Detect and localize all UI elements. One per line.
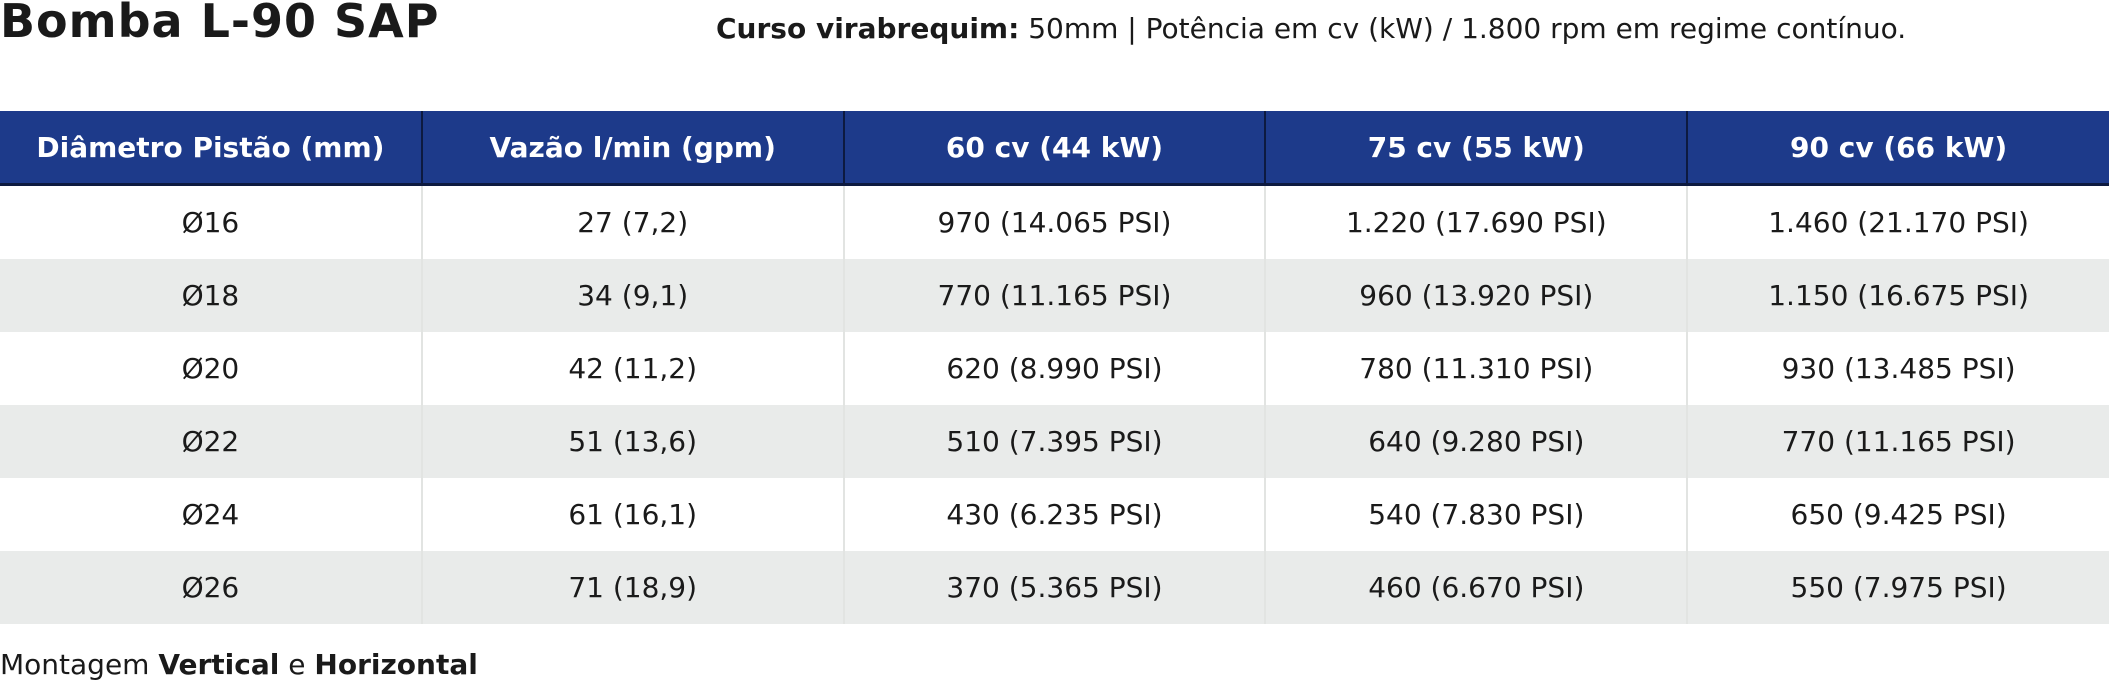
cell-flow: 42 (11,2)	[420, 332, 844, 405]
footer-prefix: Montagem	[0, 648, 159, 681]
table-row: Ø18 34 (9,1) 770 (11.165 PSI) 960 (13.92…	[0, 259, 2109, 332]
cell-pressure-90cv: 550 (7.975 PSI)	[1686, 551, 2109, 624]
header-piston-diameter: Diâmetro Pistão (mm)	[0, 111, 422, 186]
pump-spec-table: Diâmetro Pistão (mm) Vazão l/min (gpm) 6…	[0, 111, 2109, 624]
subtitle-label: Curso virabrequim:	[716, 12, 1020, 45]
cell-pressure-75cv: 460 (6.670 PSI)	[1264, 551, 1688, 624]
footer-connector: e	[279, 648, 315, 681]
cell-diameter: Ø26	[0, 551, 422, 624]
table-row: Ø26 71 (18,9) 370 (5.365 PSI) 460 (6.670…	[0, 551, 2109, 624]
table-row: Ø16 27 (7,2) 970 (14.065 PSI) 1.220 (17.…	[0, 184, 2109, 259]
cell-pressure-90cv: 1.150 (16.675 PSI)	[1686, 259, 2109, 332]
cell-flow: 61 (16,1)	[420, 478, 844, 551]
cell-flow: 27 (7,2)	[420, 184, 844, 259]
cell-pressure-60cv: 770 (11.165 PSI)	[842, 259, 1266, 332]
cell-pressure-75cv: 540 (7.830 PSI)	[1264, 478, 1688, 551]
header-90cv: 90 cv (66 kW)	[1686, 111, 2109, 186]
mounting-note: Montagem Vertical e Horizontal	[0, 648, 478, 681]
table-row: Ø24 61 (16,1) 430 (6.235 PSI) 540 (7.830…	[0, 478, 2109, 551]
table-row: Ø22 51 (13,6) 510 (7.395 PSI) 640 (9.280…	[0, 405, 2109, 478]
subtitle-text: 50mm | Potência em cv (kW) / 1.800 rpm e…	[1019, 12, 1907, 45]
cell-pressure-75cv: 640 (9.280 PSI)	[1264, 405, 1688, 478]
cell-pressure-60cv: 430 (6.235 PSI)	[842, 478, 1266, 551]
footer-horizontal: Horizontal	[314, 648, 478, 681]
cell-flow: 71 (18,9)	[420, 551, 844, 624]
cell-diameter: Ø16	[0, 184, 422, 259]
cell-pressure-90cv: 650 (9.425 PSI)	[1686, 478, 2109, 551]
page-title: Bomba L-90 SAP	[0, 0, 440, 48]
table-header-row: Diâmetro Pistão (mm) Vazão l/min (gpm) 6…	[0, 111, 2109, 186]
cell-pressure-75cv: 1.220 (17.690 PSI)	[1264, 184, 1688, 259]
cell-pressure-60cv: 370 (5.365 PSI)	[842, 551, 1266, 624]
cell-flow: 51 (13,6)	[420, 405, 844, 478]
cell-diameter: Ø22	[0, 405, 422, 478]
table-row: Ø20 42 (11,2) 620 (8.990 PSI) 780 (11.31…	[0, 332, 2109, 405]
cell-flow: 34 (9,1)	[420, 259, 844, 332]
cell-diameter: Ø18	[0, 259, 422, 332]
cell-pressure-75cv: 960 (13.920 PSI)	[1264, 259, 1688, 332]
cell-pressure-90cv: 770 (11.165 PSI)	[1686, 405, 2109, 478]
header-75cv: 75 cv (55 kW)	[1264, 111, 1688, 186]
cell-pressure-60cv: 970 (14.065 PSI)	[842, 184, 1266, 259]
header-flow: Vazão l/min (gpm)	[420, 111, 844, 186]
cell-pressure-60cv: 620 (8.990 PSI)	[842, 332, 1266, 405]
header-60cv: 60 cv (44 kW)	[842, 111, 1266, 186]
cell-pressure-90cv: 1.460 (21.170 PSI)	[1686, 184, 2109, 259]
cell-pressure-60cv: 510 (7.395 PSI)	[842, 405, 1266, 478]
cell-pressure-75cv: 780 (11.310 PSI)	[1264, 332, 1688, 405]
spec-subtitle: Curso virabrequim: 50mm | Potência em cv…	[716, 12, 1906, 45]
cell-diameter: Ø20	[0, 332, 422, 405]
footer-vertical: Vertical	[158, 648, 280, 681]
cell-diameter: Ø24	[0, 478, 422, 551]
cell-pressure-90cv: 930 (13.485 PSI)	[1686, 332, 2109, 405]
